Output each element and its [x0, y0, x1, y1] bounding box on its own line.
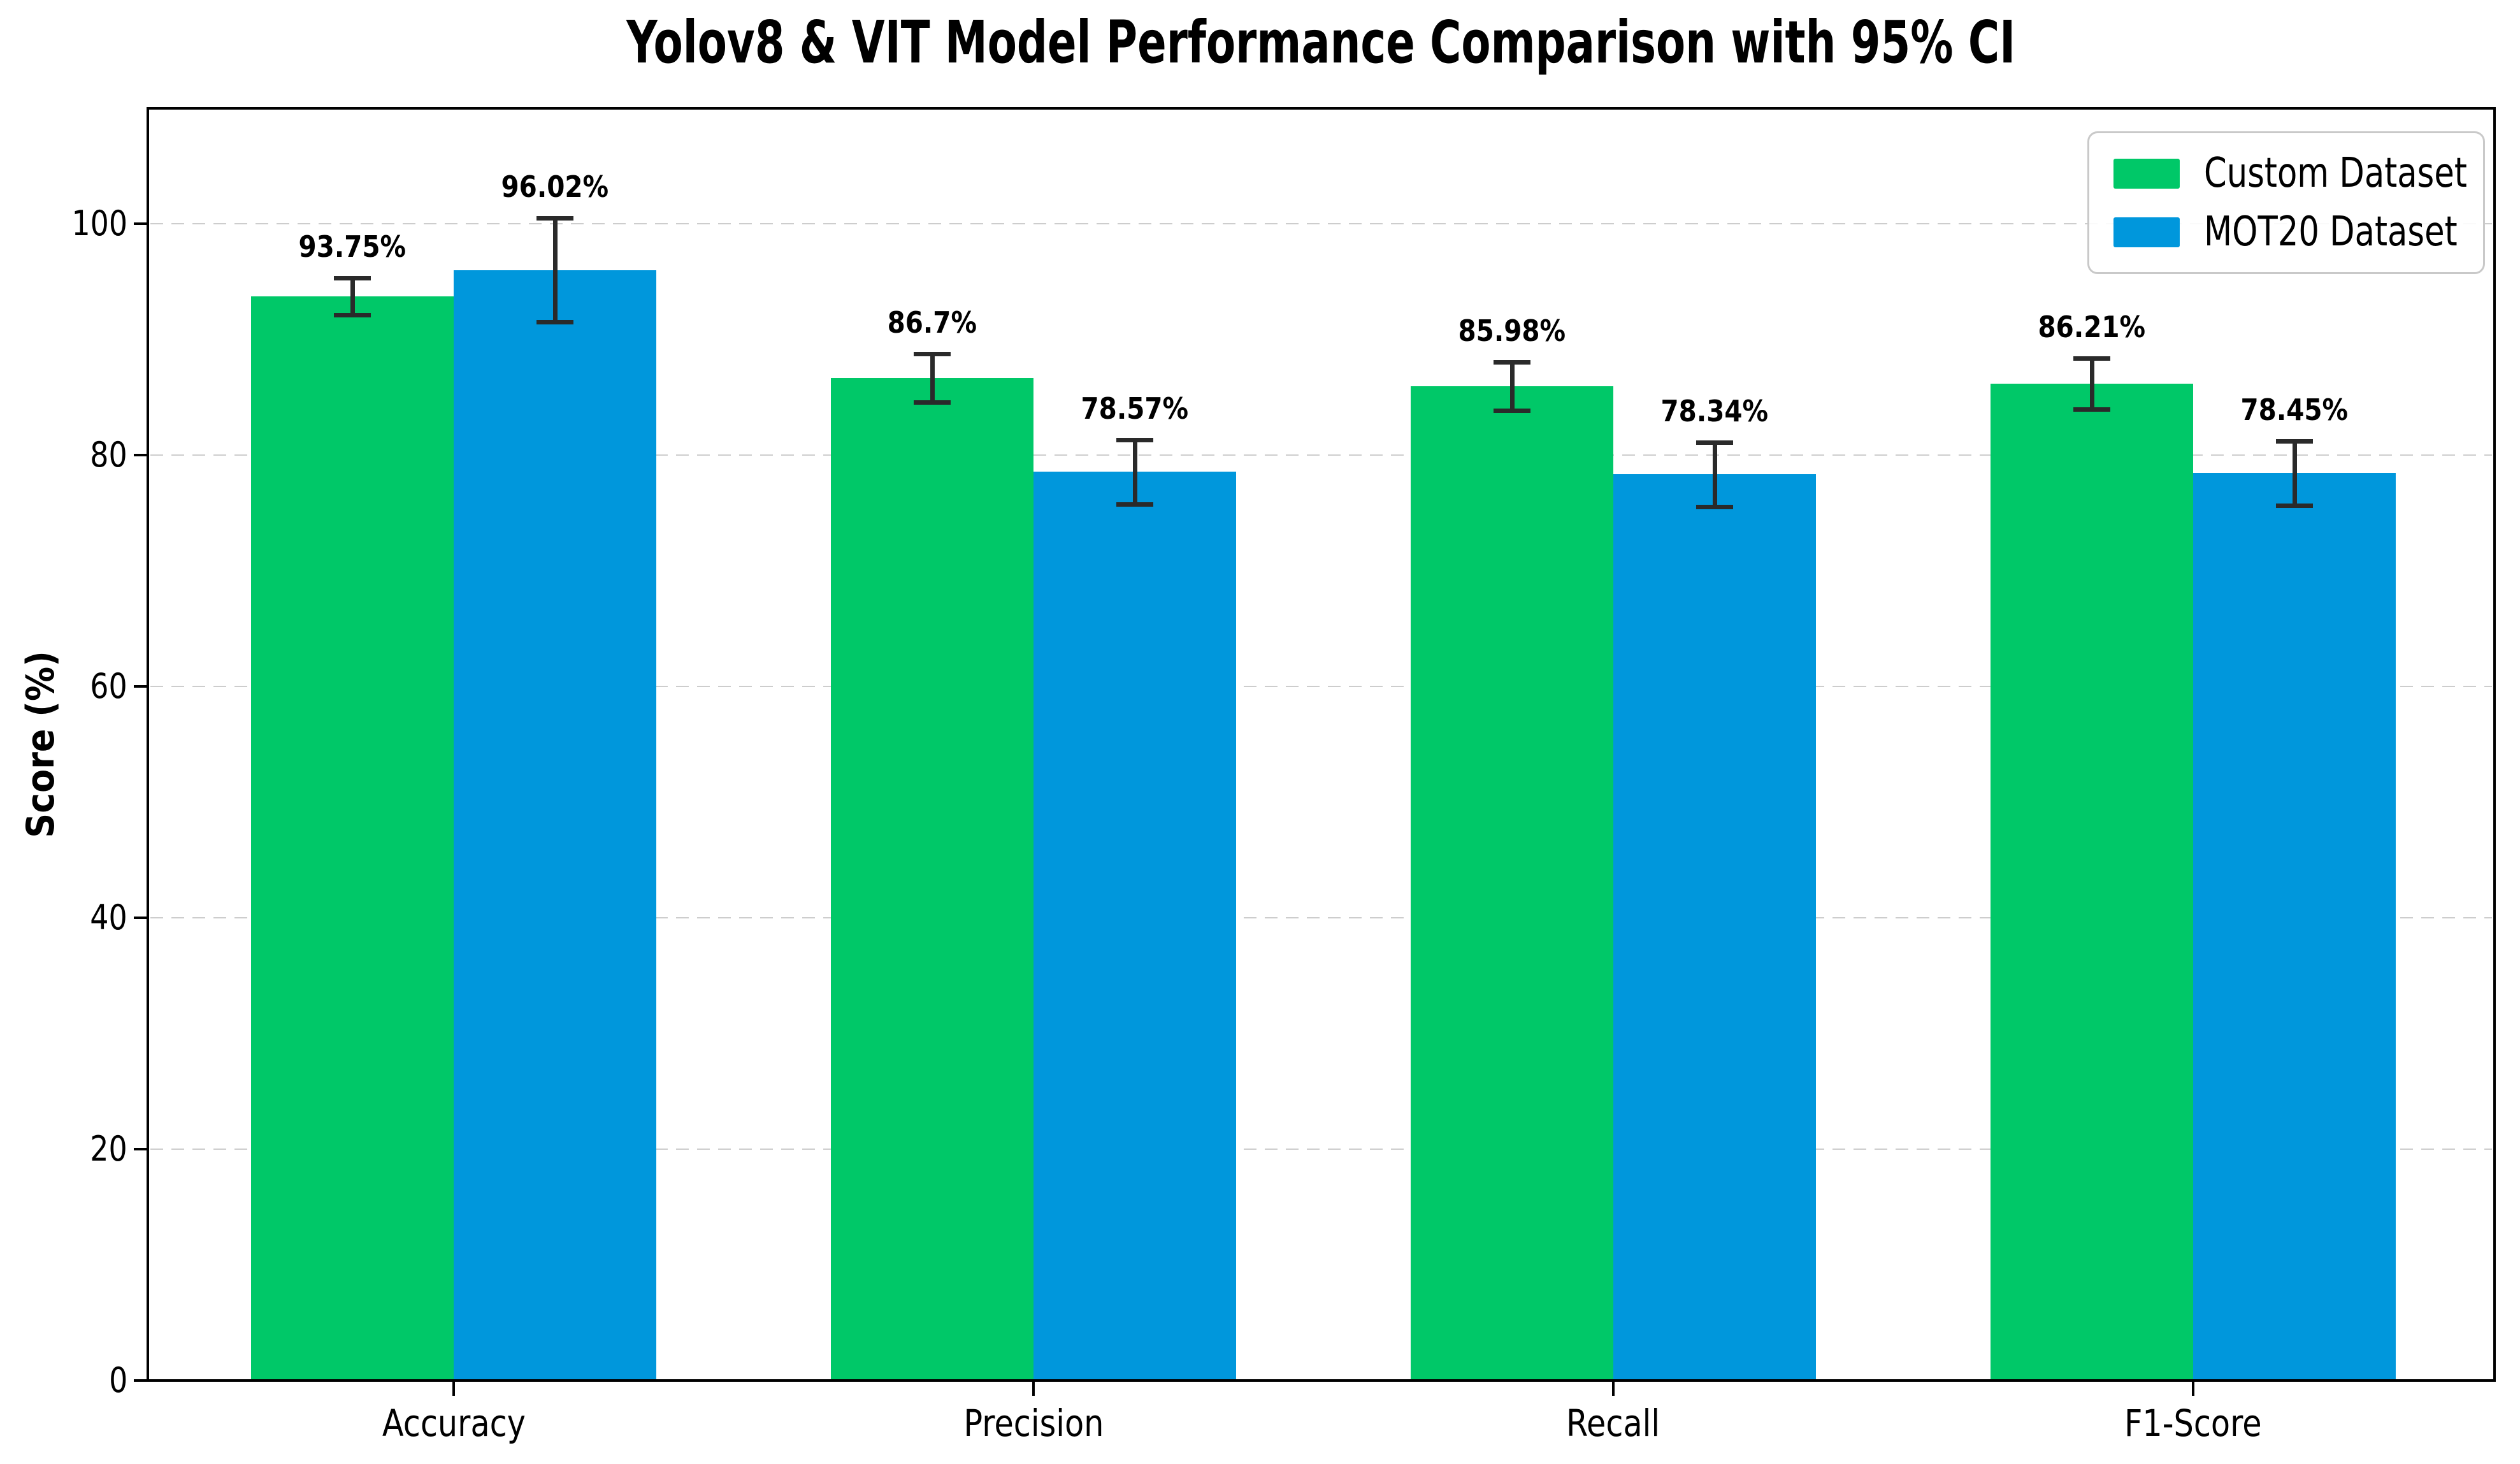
bar — [251, 296, 454, 1381]
x-tick-mark — [452, 1382, 455, 1396]
y-tick-mark — [134, 917, 148, 920]
y-tick-label: 0 — [108, 1360, 127, 1400]
bar — [2193, 473, 2396, 1381]
value-label: 96.02% — [501, 170, 609, 205]
bar — [1033, 472, 1236, 1381]
x-tick-label-precision: Precision — [963, 1402, 1104, 1445]
y-tick-mark — [134, 1148, 148, 1151]
error-bar-cap-top — [334, 275, 371, 280]
legend-label: MOT20 Dataset — [2204, 208, 2458, 256]
error-bar-cap-bottom — [536, 320, 573, 325]
error-bar-line — [930, 353, 935, 402]
error-bar-cap-top — [1116, 437, 1153, 442]
y-tick-label: 20 — [90, 1129, 127, 1170]
y-tick-label: 100 — [71, 203, 127, 244]
gridline — [150, 1149, 2492, 1150]
value-label: 78.57% — [1081, 391, 1189, 426]
y-tick-label: 40 — [90, 897, 127, 938]
error-bar-line — [350, 277, 355, 315]
x-tick-mark — [1032, 1382, 1035, 1396]
y-tick-label: 60 — [90, 666, 127, 707]
bar — [454, 270, 656, 1381]
error-bar-cap-bottom — [2073, 407, 2110, 412]
error-bar-cap-bottom — [1696, 505, 1733, 510]
bar — [1991, 383, 2193, 1381]
chart-title: Yolov8 & VIT Model Performance Compariso… — [626, 8, 2016, 76]
value-label: 78.34% — [1660, 393, 1769, 428]
error-bar-line — [1712, 442, 1717, 507]
error-bar-cap-top — [914, 351, 951, 356]
gridline — [150, 454, 2492, 456]
gridline — [150, 686, 2492, 688]
y-tick-mark — [134, 685, 148, 688]
error-bar-cap-bottom — [914, 400, 951, 405]
legend-entry-mot20-dataset: MOT20 Dataset — [2113, 210, 2459, 254]
error-bar-cap-top — [2276, 438, 2313, 444]
error-bar-line — [1132, 439, 1137, 505]
x-tick-label-recall: Recall — [1566, 1402, 1660, 1445]
y-tick-mark — [134, 454, 148, 457]
bar — [1613, 474, 1816, 1381]
error-bar-line — [2292, 440, 2297, 506]
error-bar-cap-bottom — [334, 312, 371, 317]
legend-swatch-custom-dataset — [2113, 158, 2180, 189]
bar — [831, 377, 1033, 1381]
legend-swatch-mot20-dataset — [2113, 217, 2180, 247]
x-tick-mark — [2192, 1382, 2194, 1396]
error-bar-cap-bottom — [1494, 408, 1530, 413]
y-tick-label: 80 — [90, 435, 127, 475]
y-tick-mark — [134, 222, 148, 226]
value-label: 86.7% — [887, 305, 977, 340]
legend: Custom Dataset MOT20 Dataset — [2087, 131, 2485, 274]
value-label: 78.45% — [2240, 392, 2349, 427]
legend-entry-custom-dataset: Custom Dataset — [2113, 150, 2467, 197]
error-bar-cap-top — [1494, 359, 1530, 365]
error-bar-cap-top — [536, 216, 573, 221]
gridline — [150, 917, 2492, 919]
value-label: 86.21% — [2038, 309, 2146, 344]
error-bar-line — [2089, 358, 2094, 409]
x-tick-label-accuracy: Accuracy — [382, 1402, 526, 1445]
error-bar-line — [1509, 361, 1515, 410]
gridline — [150, 223, 2492, 225]
value-label: 85.98% — [1458, 313, 1566, 348]
error-bar-cap-bottom — [2276, 504, 2313, 509]
error-bar-cap-bottom — [1116, 502, 1153, 507]
x-tick-mark — [1612, 1382, 1615, 1396]
y-tick-mark — [134, 1379, 148, 1382]
bar — [1411, 386, 1613, 1381]
error-bar-line — [552, 218, 558, 323]
legend-label: Custom Dataset — [2204, 150, 2467, 197]
error-bar-cap-top — [2073, 356, 2110, 361]
value-label: 93.75% — [298, 229, 407, 264]
x-tick-label-f1-score: F1-Score — [2124, 1402, 2262, 1445]
error-bar-cap-top — [1696, 440, 1733, 445]
